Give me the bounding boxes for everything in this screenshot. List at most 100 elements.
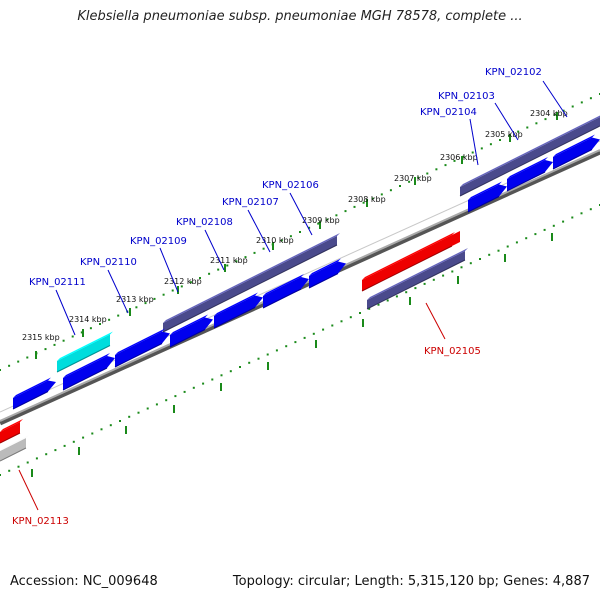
gene-arrow[interactable]	[262, 274, 309, 309]
gene-label[interactable]: KPN_02111	[29, 277, 86, 288]
gene-body[interactable]	[507, 160, 553, 191]
gene-shadow	[262, 288, 302, 309]
scale-label: 2309 kbp	[302, 216, 340, 225]
scale-dot	[552, 224, 555, 227]
scale-dot	[54, 449, 57, 452]
scale-dot	[553, 113, 556, 116]
gene-body[interactable]	[460, 117, 600, 196]
gene-top-face	[362, 232, 455, 280]
leader-line	[159, 247, 179, 293]
gene-body[interactable]	[0, 438, 26, 461]
scale-dot	[362, 201, 365, 204]
highlight-gene[interactable]	[56, 331, 113, 373]
gene-body[interactable]	[63, 356, 115, 390]
gene-top-face	[214, 292, 258, 316]
scale-dot	[235, 260, 238, 263]
scale-dot	[589, 208, 592, 211]
scale-dot	[109, 424, 112, 427]
scale-dot	[44, 348, 47, 351]
gene-label[interactable]: KPN_02108	[176, 217, 233, 228]
scale-dot	[499, 139, 501, 141]
gene-arrow[interactable]	[552, 134, 600, 170]
gene-label[interactable]: KPN_02103	[438, 91, 495, 102]
gene-body[interactable]	[553, 137, 600, 170]
gene-body[interactable]	[57, 334, 110, 373]
gene-arrow[interactable]	[12, 377, 56, 410]
gene-body[interactable]	[367, 251, 465, 309]
gene-body[interactable]	[0, 422, 20, 443]
scale-dot	[211, 378, 214, 381]
gene-shadow	[506, 171, 546, 192]
gene-bar[interactable]	[162, 233, 340, 333]
scale-dot	[426, 172, 429, 175]
scale-dot	[571, 216, 574, 219]
scale-dot	[497, 249, 500, 252]
gene-bar[interactable]	[459, 114, 600, 197]
gene-body[interactable]	[468, 184, 507, 213]
scale-dot	[489, 143, 492, 146]
scale-dot	[174, 395, 177, 398]
leader-line	[469, 118, 479, 166]
rna-gene[interactable]	[0, 419, 23, 444]
scale-dot	[0, 369, 1, 371]
gene-label[interactable]: KPN_02106	[262, 180, 319, 191]
gene-label[interactable]: KPN_02110	[80, 257, 137, 268]
gene-body[interactable]	[309, 261, 346, 289]
scale-dot	[380, 193, 383, 196]
gene-body[interactable]	[263, 277, 309, 308]
gene-body[interactable]	[362, 231, 460, 291]
gene-label[interactable]: KPN_02104	[420, 107, 477, 118]
gene-shadow	[308, 273, 339, 289]
gene-body[interactable]	[170, 317, 213, 348]
rna-gene[interactable]	[361, 231, 460, 292]
grey-gene[interactable]	[0, 435, 29, 462]
scale-label: 2311 kbp	[210, 256, 248, 265]
scale-dot	[317, 222, 320, 225]
genome-summary-text: Topology: circular; Length: 5,315,120 bp…	[232, 574, 590, 589]
gene-label[interactable]: KPN_02105	[424, 346, 481, 357]
scale-label: 2310 kbp	[256, 236, 294, 245]
gene-arrow[interactable]	[114, 328, 170, 368]
gene-arrow[interactable]	[467, 181, 507, 213]
scale-dot	[82, 436, 85, 439]
gene-arrow[interactable]	[506, 157, 553, 192]
gene-shadow	[62, 367, 108, 391]
gene-body[interactable]	[163, 236, 337, 332]
gene-body[interactable]	[115, 331, 170, 368]
scale-dot	[535, 122, 538, 125]
gene-arrow[interactable]	[308, 258, 346, 289]
gene-arrow[interactable]	[169, 314, 213, 348]
gene-top-face	[115, 328, 165, 355]
scale-dot	[386, 299, 389, 302]
scale-dot	[280, 239, 283, 242]
scale-dot	[469, 262, 472, 265]
scale-dot	[414, 287, 417, 290]
scale-dot	[451, 270, 454, 273]
gene-arrow[interactable]	[62, 353, 115, 391]
scale-dot	[155, 403, 158, 406]
gene-layer[interactable]	[0, 114, 600, 462]
scale-dot	[244, 256, 247, 259]
gene-label[interactable]: KPN_02113	[12, 516, 69, 527]
scale-dot	[417, 176, 420, 179]
gene-shadow	[0, 447, 27, 462]
gene-shadow	[467, 196, 500, 213]
scale-dot	[192, 386, 195, 389]
gene-arrow[interactable]	[213, 292, 263, 329]
scale-label: 2312 kbp	[164, 277, 202, 286]
gene-top-face	[13, 377, 51, 398]
gene-label[interactable]: KPN_02109	[130, 236, 187, 247]
gene-label[interactable]: KPN_02102	[485, 67, 542, 78]
gene-bar[interactable]	[366, 248, 468, 310]
scale-dot	[137, 411, 140, 414]
gene-body[interactable]	[13, 380, 56, 410]
scale-dot	[53, 343, 56, 346]
gene-label[interactable]: KPN_02107	[222, 197, 279, 208]
scale-dot	[534, 233, 537, 236]
scale-dot	[525, 237, 528, 240]
gene-shadow	[114, 343, 163, 368]
gene-body[interactable]	[214, 295, 263, 329]
scale-dot	[26, 461, 29, 464]
gene-shadow	[552, 149, 593, 170]
